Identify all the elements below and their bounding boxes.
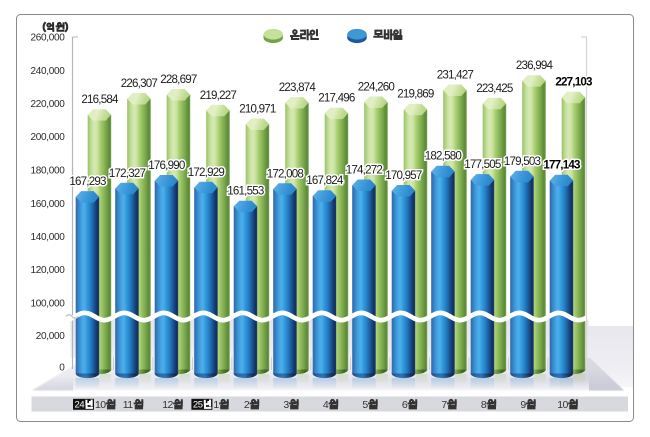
svg-text:182,580: 182,580: [425, 150, 462, 163]
svg-text:260,000: 260,000: [30, 33, 65, 44]
svg-text:176,990: 176,990: [148, 159, 185, 172]
svg-text:8: 8: [481, 399, 487, 411]
svg-text:160,000: 160,000: [30, 199, 65, 210]
svg-text:226,307: 226,307: [121, 77, 158, 90]
svg-text:223,425: 223,425: [476, 82, 513, 95]
svg-text:100,000: 100,000: [30, 299, 65, 310]
svg-text:228,697: 228,697: [160, 73, 197, 86]
svg-text:4: 4: [323, 399, 329, 411]
svg-text:210,971: 210,971: [239, 103, 276, 116]
svg-text:9: 9: [520, 399, 526, 411]
svg-text:12: 12: [162, 399, 173, 411]
svg-text:217,496: 217,496: [318, 92, 355, 105]
svg-text:172,008: 172,008: [267, 167, 304, 180]
svg-text:5: 5: [362, 399, 368, 411]
svg-text:227,103: 227,103: [555, 76, 593, 89]
svg-text:167,824: 167,824: [306, 174, 344, 187]
svg-text:200,000: 200,000: [30, 132, 65, 143]
svg-text:11: 11: [123, 399, 133, 411]
svg-text:220,000: 220,000: [30, 99, 65, 110]
svg-text:219,227: 219,227: [200, 89, 237, 102]
svg-text:20,000: 20,000: [36, 331, 66, 342]
svg-text:216,584: 216,584: [81, 93, 119, 106]
svg-text:0: 0: [59, 363, 65, 374]
svg-text:223,874: 223,874: [279, 81, 317, 94]
svg-text:219,869: 219,869: [397, 88, 434, 101]
svg-text:3: 3: [283, 399, 289, 411]
svg-text:240,000: 240,000: [30, 66, 65, 77]
svg-text:167,293: 167,293: [69, 175, 106, 188]
svg-text:177,505: 177,505: [464, 158, 501, 171]
svg-text:120,000: 120,000: [30, 265, 65, 276]
svg-text:172,929: 172,929: [188, 166, 225, 179]
svg-text:170,957: 170,957: [385, 169, 422, 182]
svg-text:172,327: 172,327: [109, 167, 146, 180]
svg-text:10: 10: [95, 399, 106, 411]
svg-text:7: 7: [441, 399, 447, 411]
svg-text:236,994: 236,994: [516, 59, 554, 72]
svg-text:2: 2: [244, 399, 250, 411]
svg-text:161,553: 161,553: [227, 185, 264, 198]
svg-text:231,427: 231,427: [437, 69, 474, 82]
svg-text:174,272: 174,272: [346, 164, 383, 177]
svg-text:179,503: 179,503: [504, 155, 541, 168]
svg-text:180,000: 180,000: [30, 166, 65, 177]
svg-text:24: 24: [75, 400, 85, 411]
svg-text:177,143: 177,143: [543, 159, 581, 172]
svg-text:140,000: 140,000: [30, 232, 65, 243]
svg-text:1: 1: [213, 399, 219, 411]
svg-text:10: 10: [557, 399, 568, 411]
svg-text:224,260: 224,260: [358, 80, 395, 93]
svg-text:6: 6: [402, 399, 408, 411]
svg-text:25: 25: [193, 400, 203, 411]
